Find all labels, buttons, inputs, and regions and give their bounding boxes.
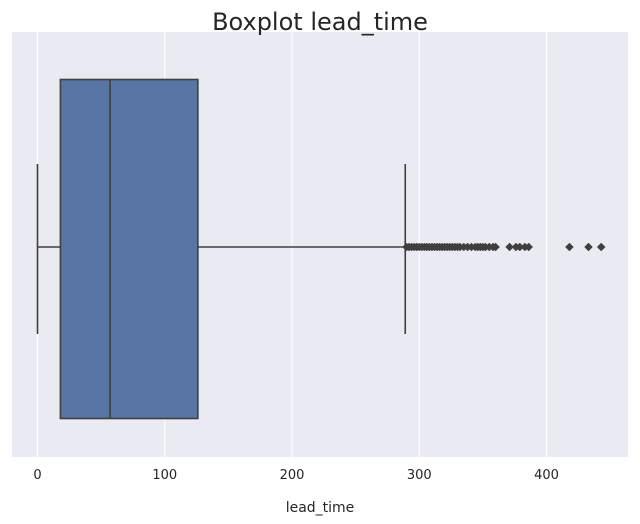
x-tick-label-400: 400 xyxy=(534,468,559,483)
box-layer xyxy=(36,78,407,420)
outlier-point-32 xyxy=(491,242,500,252)
outlier-point-39 xyxy=(584,242,593,252)
chart-title: Boxplot lead_time xyxy=(212,8,428,36)
x-tick-labels: 0 100 200 300 400 xyxy=(33,468,559,483)
outlier-point-38 xyxy=(565,242,574,252)
x-axis-label: lead_time xyxy=(286,500,355,516)
iqr-box xyxy=(59,78,199,420)
x-tick-label-100: 100 xyxy=(152,468,177,483)
outlier-layer xyxy=(402,242,606,252)
outlier-point-33 xyxy=(505,242,514,252)
outlier-point-40 xyxy=(596,242,606,252)
x-tick-label-200: 200 xyxy=(280,468,305,483)
x-tick-label-300: 300 xyxy=(407,468,432,483)
outlier-point-37 xyxy=(524,242,534,252)
x-tick-label-0: 0 xyxy=(33,468,41,483)
